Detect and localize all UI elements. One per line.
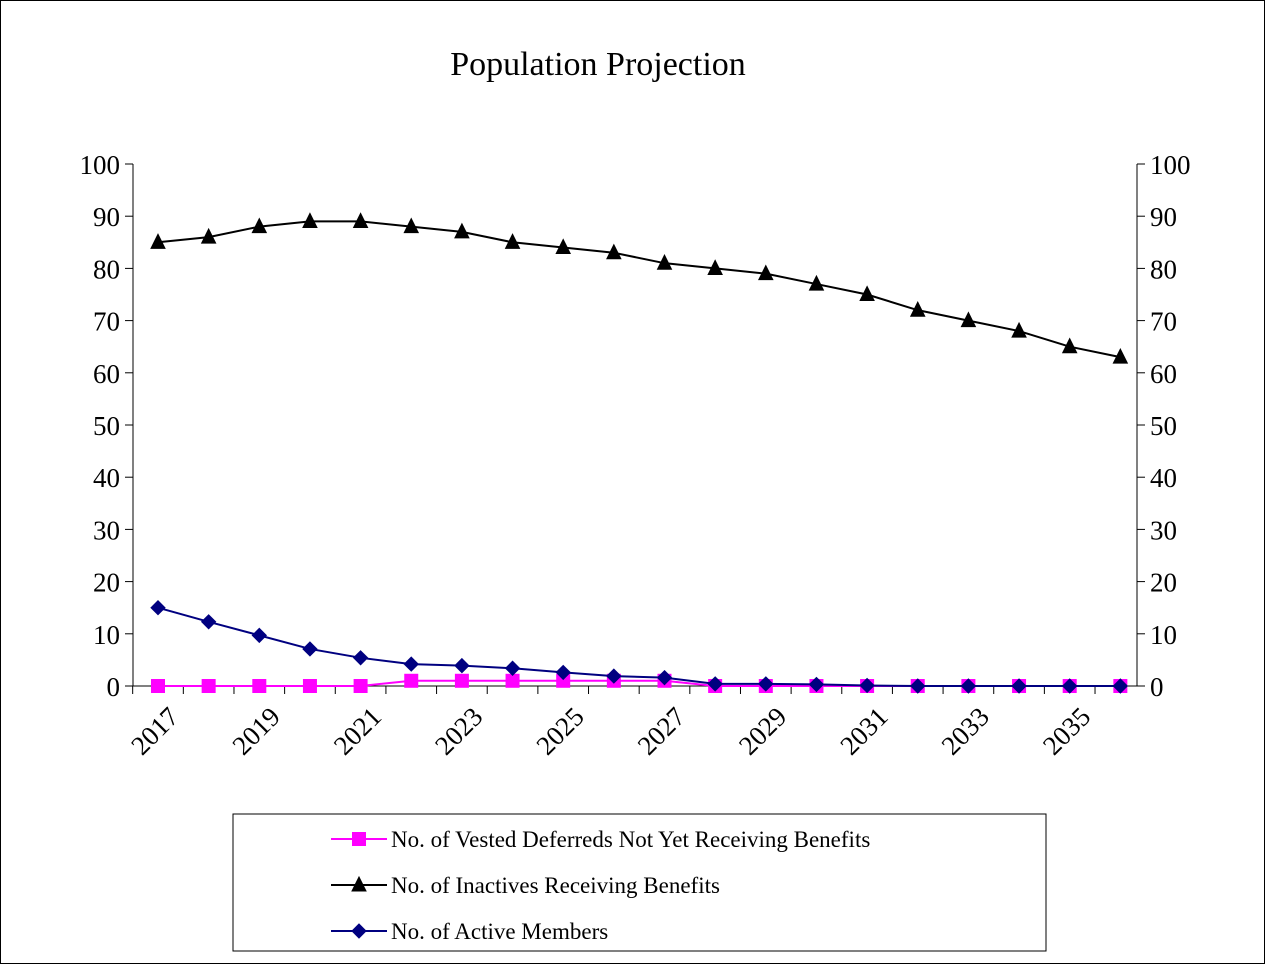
legend-marker bbox=[351, 875, 367, 892]
data-point bbox=[1011, 678, 1027, 694]
y-tick-label-right: 70 bbox=[1150, 307, 1177, 337]
data-point bbox=[200, 614, 217, 630]
data-point bbox=[302, 212, 318, 228]
y-tick-label-left: 60 bbox=[93, 359, 120, 389]
data-point bbox=[1061, 337, 1078, 354]
data-point bbox=[505, 673, 520, 688]
data-point bbox=[404, 673, 419, 688]
data-point bbox=[454, 673, 469, 688]
series-line bbox=[157, 606, 1121, 687]
data-point bbox=[403, 217, 420, 234]
y-tick-label-right: 20 bbox=[1150, 568, 1177, 598]
y-tick-label-left: 0 bbox=[107, 672, 121, 702]
data-point bbox=[555, 238, 572, 255]
data-point bbox=[757, 264, 774, 281]
data-point bbox=[707, 676, 723, 692]
legend-label: No. of Vested Deferreds Not Yet Receivin… bbox=[391, 827, 870, 852]
y-tick-label-right: 0 bbox=[1150, 672, 1164, 702]
data-point bbox=[454, 222, 470, 239]
data-point bbox=[808, 274, 825, 291]
y-tick-label-left: 10 bbox=[93, 620, 120, 650]
data-point bbox=[909, 300, 926, 317]
legend: No. of Vested Deferreds Not Yet Receivin… bbox=[331, 827, 870, 944]
data-point bbox=[504, 233, 521, 249]
data-point bbox=[403, 656, 419, 672]
y-tick-label-right: 10 bbox=[1150, 620, 1177, 650]
y-tick-label-right: 90 bbox=[1150, 202, 1177, 232]
y-tick-label-right: 100 bbox=[1150, 150, 1191, 180]
y-tick-label-left: 90 bbox=[93, 202, 120, 232]
data-point bbox=[555, 664, 571, 681]
legend-label: No. of Active Members bbox=[391, 919, 608, 944]
data-point bbox=[859, 677, 875, 694]
data-point bbox=[302, 641, 318, 657]
data-point bbox=[150, 233, 166, 249]
data-point bbox=[656, 669, 673, 686]
data-point bbox=[808, 676, 825, 693]
y-tick-label-right: 80 bbox=[1150, 254, 1177, 284]
series-layer bbox=[150, 212, 1129, 694]
legend-marker bbox=[352, 832, 366, 846]
y-tick-label-right: 60 bbox=[1150, 359, 1177, 389]
chart-title: Population Projection bbox=[450, 46, 746, 83]
y-tick-label-right: 50 bbox=[1150, 411, 1177, 441]
y-tick-label-right: 40 bbox=[1150, 463, 1177, 493]
y-tick-label-left: 80 bbox=[93, 254, 120, 284]
legend-box bbox=[232, 813, 1047, 952]
data-point bbox=[251, 627, 268, 644]
data-point bbox=[960, 311, 977, 328]
legend-entry: No. of Inactives Receiving Benefits bbox=[331, 873, 720, 898]
data-point bbox=[454, 657, 470, 674]
data-point bbox=[656, 254, 673, 270]
y-tick-label-left: 20 bbox=[93, 568, 120, 598]
legend-entry: No. of Active Members bbox=[331, 919, 608, 944]
data-point bbox=[150, 599, 166, 616]
data-point bbox=[859, 285, 875, 302]
series-line bbox=[157, 220, 1121, 359]
y-tick-label-left: 50 bbox=[93, 411, 120, 441]
data-point bbox=[302, 679, 317, 693]
data-point bbox=[910, 678, 926, 694]
series-diamond bbox=[150, 599, 1129, 694]
data-point bbox=[606, 668, 622, 684]
data-point bbox=[1112, 347, 1129, 364]
legend-marker bbox=[351, 923, 367, 939]
data-point bbox=[201, 679, 216, 693]
data-point bbox=[960, 678, 977, 694]
data-point bbox=[1061, 678, 1078, 694]
data-point bbox=[251, 217, 268, 234]
data-point bbox=[504, 660, 521, 676]
data-point bbox=[707, 259, 723, 275]
data-point bbox=[1011, 321, 1027, 338]
data-point bbox=[151, 679, 165, 693]
data-point bbox=[352, 212, 369, 228]
data-point bbox=[1112, 678, 1129, 694]
data-point bbox=[252, 679, 267, 693]
series-triangle bbox=[150, 212, 1129, 364]
data-point bbox=[606, 243, 622, 260]
y-tick-label-left: 30 bbox=[93, 515, 120, 545]
y-tick-label-left: 70 bbox=[93, 307, 120, 337]
data-point bbox=[758, 676, 774, 692]
legend-label: No. of Inactives Receiving Benefits bbox=[391, 873, 720, 898]
y-tick-label-left: 40 bbox=[93, 463, 120, 493]
y-tick-label-right: 30 bbox=[1150, 515, 1177, 545]
data-point bbox=[200, 227, 217, 244]
y-tick-label-left: 100 bbox=[80, 150, 121, 180]
legend-entry: No. of Vested Deferreds Not Yet Receivin… bbox=[331, 827, 870, 852]
data-point bbox=[352, 650, 369, 666]
data-point bbox=[353, 679, 368, 693]
